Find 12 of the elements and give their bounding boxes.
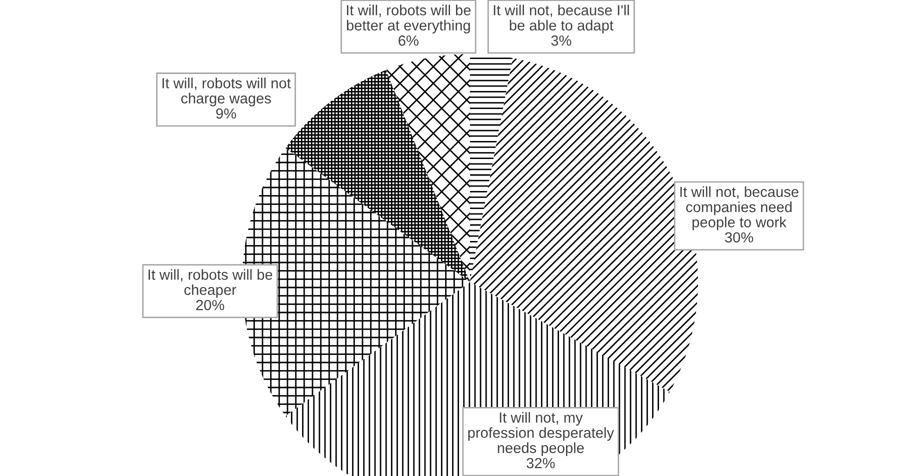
slice-label: It will not, my profession desperately needs people bbox=[468, 412, 614, 456]
slice-label: It will not, because companies need people to work bbox=[680, 186, 798, 230]
data-label: 3% bbox=[551, 35, 572, 46]
slice-label: It will, robots will be cheaper bbox=[148, 269, 272, 298]
data-label: 30% bbox=[725, 232, 754, 243]
data-label: 6% bbox=[398, 35, 418, 46]
data-label: 9% bbox=[216, 108, 236, 119]
slice-label: It will, robots will be better at everything bbox=[346, 4, 471, 34]
slice-label: It will, robots will not charge wages bbox=[162, 78, 291, 106]
data-label: 32% bbox=[526, 458, 555, 468]
slice-label: It will not, because I'll be able to adapt bbox=[494, 4, 629, 34]
data-label: 20% bbox=[196, 300, 224, 310]
